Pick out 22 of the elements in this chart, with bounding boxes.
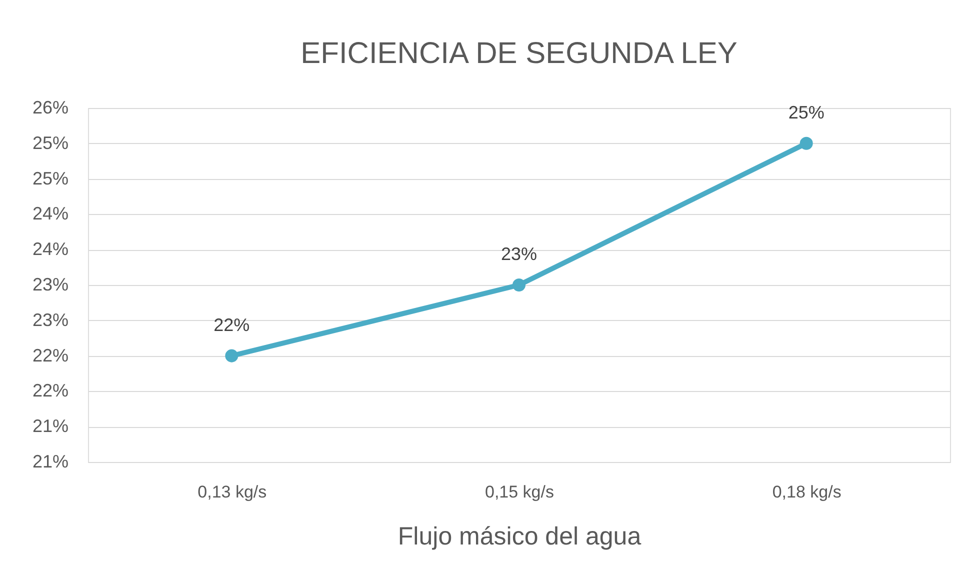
data-label: 23%: [500, 244, 538, 264]
x-tick-label: 0,13 kg/s: [198, 482, 267, 502]
point: [225, 349, 238, 362]
y-tick-label: 25%: [32, 132, 68, 153]
y-tick-label: 26%: [32, 98, 68, 118]
x-tick-label: 0,18 kg/s: [772, 482, 842, 502]
y-tick-label: 22%: [32, 345, 68, 366]
y-tick-label: 25%: [32, 168, 68, 188]
y-tick-label: 24%: [32, 239, 68, 260]
y-tick-label: 22%: [32, 380, 68, 401]
y-tick-label: 23%: [32, 310, 68, 330]
y-tick-label: 21%: [32, 452, 68, 472]
data-label: 22%: [214, 314, 250, 335]
x-tick-label: 0,15 kg/s: [485, 482, 554, 502]
y-tick-label: 21%: [32, 416, 68, 436]
y-tick-label: 23%: [32, 274, 68, 294]
x-axis-title: Flujo másico del agua: [398, 522, 642, 550]
chart-title: EFICIENCIA DE SEGUNDA LEY: [300, 37, 738, 70]
y-tick-label: 24%: [32, 204, 68, 224]
point: [512, 278, 526, 292]
point: [800, 136, 813, 150]
data-label: 25%: [788, 102, 824, 122]
